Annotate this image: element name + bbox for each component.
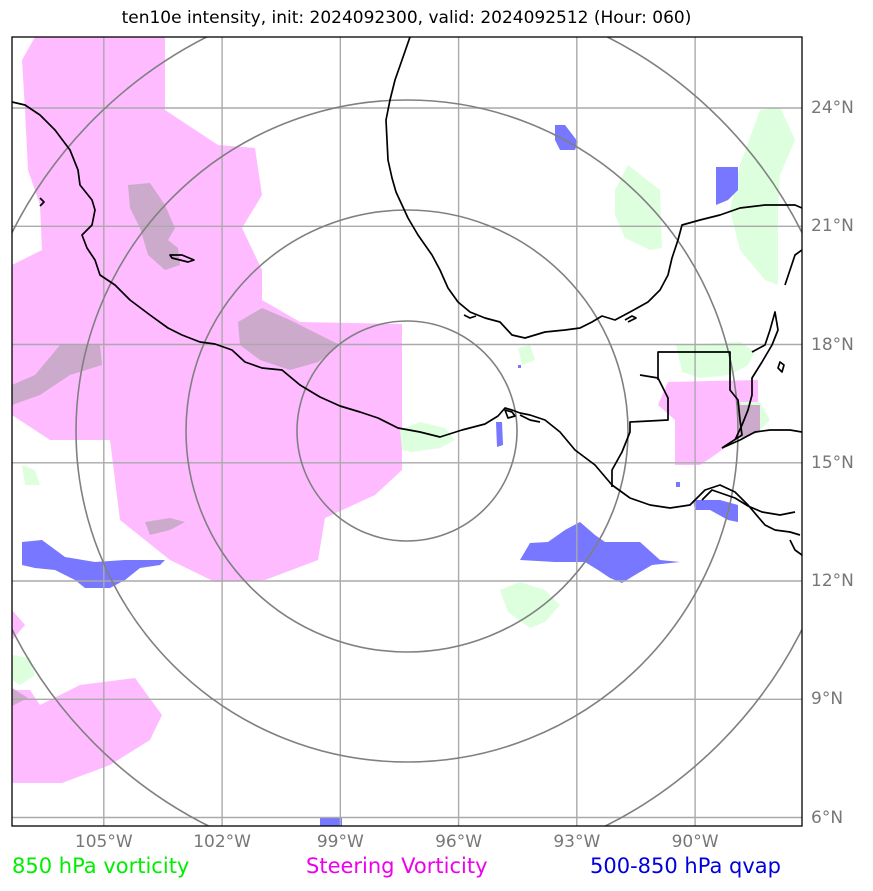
lon-label-102w: 102°W — [193, 832, 251, 852]
range-ring-2 — [185, 209, 629, 653]
lon-label-99w: 99°W — [316, 832, 364, 852]
lat-label-24n: 24°N — [811, 98, 854, 118]
lat-label-15n: 15°N — [811, 452, 854, 473]
legend-qvap: 500-850 hPa qvap — [590, 854, 781, 878]
lat-label-18n: 18°N — [811, 334, 854, 355]
legend-850-vorticity: 850 hPa vorticity — [12, 854, 190, 878]
plot-frame — [11, 36, 803, 827]
gridlines — [12, 37, 802, 826]
lon-label-96w: 96°W — [435, 832, 483, 852]
range-ring-3 — [75, 99, 739, 763]
lon-label-90w: 90°W — [671, 832, 719, 852]
lon-label-93w: 93°W — [553, 832, 601, 852]
range-rings — [12, 37, 802, 826]
range-ring-1 — [296, 320, 518, 542]
lat-label-9n: 9°N — [811, 689, 844, 710]
steering-vorticity-field — [12, 37, 758, 783]
lat-label-21n: 21°N — [811, 216, 854, 237]
lon-label-105w: 105°W — [74, 832, 133, 852]
plot-title: ten10e intensity, init: 2024092300, vali… — [121, 8, 692, 28]
lat-label-12n: 12°N — [811, 571, 854, 591]
legend-steering-vorticity: Steering Vorticity — [306, 854, 488, 878]
lat-label-6n: 6°N — [811, 807, 844, 828]
coastlines — [12, 37, 802, 556]
